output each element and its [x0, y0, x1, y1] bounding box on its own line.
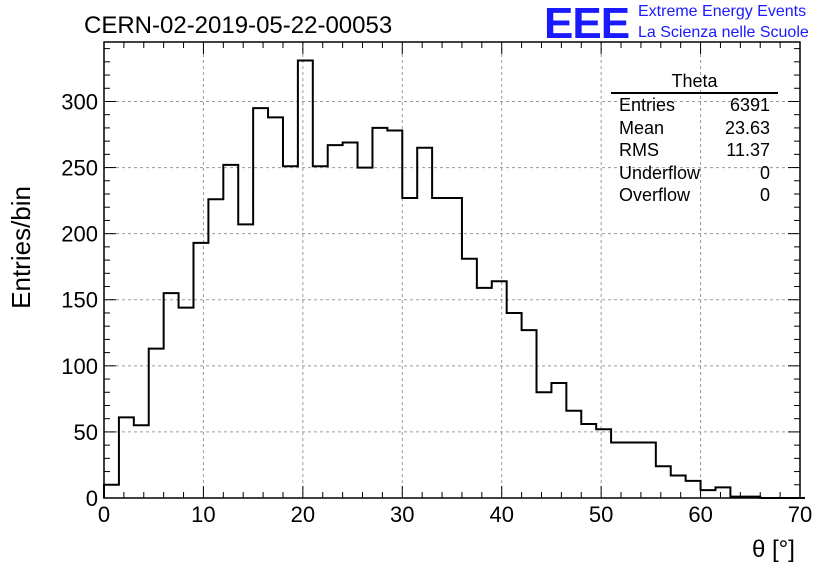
eee-logo: EEE: [544, 0, 630, 48]
stats-value: 0: [759, 185, 770, 206]
y-tick-label: 50: [74, 420, 98, 445]
stats-label: Mean: [619, 117, 665, 138]
histogram-bin: [596, 429, 611, 498]
histogram-bin: [298, 61, 313, 498]
histogram-bin: [268, 117, 283, 498]
histogram-bin: [686, 481, 701, 498]
histogram-bin: [313, 166, 328, 498]
histogram-bin: [492, 281, 507, 498]
histogram-bin: [537, 392, 552, 498]
x-tick-label: 70: [788, 502, 812, 527]
stats-label: Entries: [619, 95, 676, 115]
histogram-bin: [462, 259, 477, 498]
histogram-series: [103, 59, 805, 499]
x-tick-label: 0: [98, 502, 110, 527]
stats-value: 6391: [729, 95, 770, 115]
histogram-bin: [447, 198, 462, 498]
histogram-bin: [179, 308, 194, 498]
y-tick-label: 0: [86, 486, 98, 511]
stats-row-overflow: Overflow 0: [611, 184, 778, 207]
x-axis-label: θ [°]: [752, 536, 795, 563]
histogram-bin: [507, 313, 522, 498]
histogram-bin: [626, 442, 641, 498]
histogram-bin: [134, 425, 149, 498]
logo-line-2: La Scienza nelle Scuole: [638, 24, 809, 41]
histogram-bin: [119, 417, 134, 498]
histogram-bin: [701, 490, 716, 498]
histogram-bin: [208, 199, 223, 498]
histogram-bin: [164, 293, 179, 498]
histogram-bin: [104, 485, 119, 498]
histogram-bin: [238, 224, 253, 498]
histogram-bin: [358, 168, 373, 498]
histogram-bin: [641, 442, 656, 498]
histogram-bin: [715, 487, 730, 498]
stats-value: 23.63: [724, 117, 770, 138]
stats-label: RMS: [619, 140, 659, 161]
x-tick-label: 20: [291, 502, 315, 527]
stats-label: Underflow: [619, 162, 701, 183]
y-tick-label: 150: [61, 288, 98, 313]
y-axis-label: Entries/bin: [6, 186, 36, 309]
x-tick-label: 40: [489, 502, 513, 527]
x-tick-label: 30: [390, 502, 414, 527]
histogram-bin: [522, 330, 537, 498]
stats-row-underflow: Underflow 0: [611, 162, 778, 185]
histogram-bin: [417, 148, 432, 498]
histogram-bin: [149, 349, 164, 498]
stats-value: 0: [759, 162, 770, 183]
histogram-bin: [477, 288, 492, 498]
histogram-bin: [581, 424, 596, 498]
histogram-bin: [343, 142, 358, 498]
plot-frame: [103, 41, 801, 499]
histogram-bin: [283, 166, 298, 498]
x-tick-label: 60: [688, 502, 712, 527]
stats-box: Theta Entries 6391 Mean 23.63 RMS 11.37 …: [611, 70, 778, 207]
histogram-bin: [223, 165, 238, 498]
histogram-bin: [193, 243, 208, 498]
stats-title: Theta: [611, 70, 778, 94]
stats-label: Overflow: [619, 185, 691, 206]
histogram-bin: [566, 411, 581, 498]
x-tick-label: 50: [589, 502, 613, 527]
stats-row-rms: RMS 11.37: [611, 139, 778, 162]
histogram-bin: [611, 442, 626, 498]
logo-line-1: Extreme Energy Events: [638, 3, 807, 20]
stats-row-entries: Entries 6391: [611, 94, 778, 117]
chart-title: CERN-02-2019-05-22-00053: [84, 12, 393, 39]
histogram-bin: [253, 108, 268, 498]
y-tick-label: 100: [61, 354, 98, 379]
histogram-bin: [656, 466, 671, 498]
histogram-bin: [328, 145, 343, 498]
histogram-bin: [387, 131, 402, 498]
x-tick-label: 10: [191, 502, 215, 527]
histogram-bin: [372, 128, 387, 498]
y-tick-label: 200: [61, 222, 98, 247]
histogram-bin: [432, 198, 447, 498]
stats-row-mean: Mean 23.63: [611, 117, 778, 140]
histogram-bin: [402, 198, 417, 498]
y-tick-label: 250: [61, 156, 98, 181]
histogram-bin: [551, 383, 566, 498]
stats-value: 11.37: [726, 140, 770, 161]
y-tick-label: 300: [61, 89, 98, 114]
histogram-bin: [671, 476, 686, 498]
